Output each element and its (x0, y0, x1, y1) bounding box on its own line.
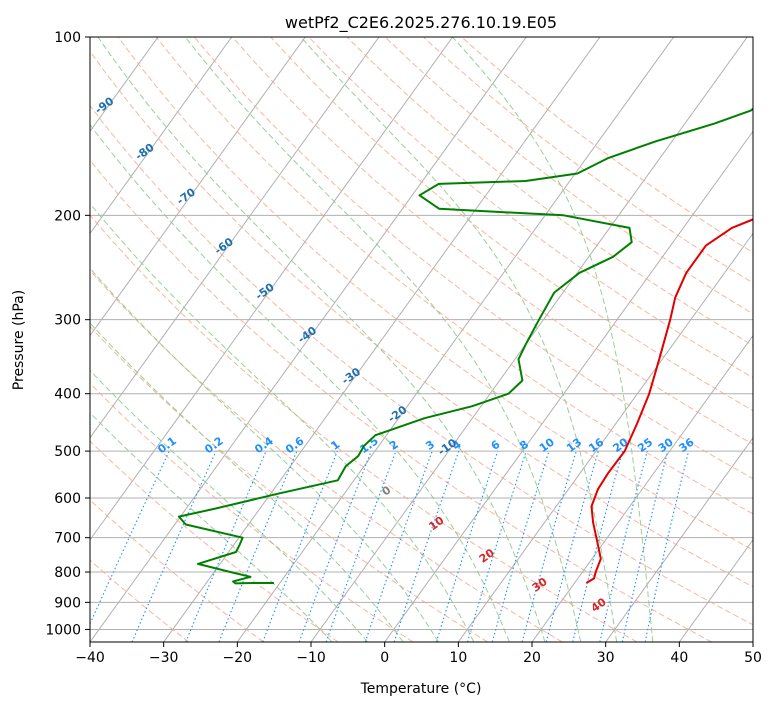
mixing-ratio-line (466, 450, 527, 642)
isotherm-line (90, 37, 233, 235)
profile-series (177, 107, 753, 585)
isotherm-line (163, 37, 601, 642)
isotherm-line (90, 37, 380, 439)
y-axis-label: Pressure (hPa) (11, 290, 27, 390)
dewpoint-profile-line (177, 107, 753, 585)
y-tick-label: 400 (54, 387, 81, 403)
dry-adiabat-line (346, 37, 753, 347)
mixing-ratio-line (364, 450, 433, 642)
mixing-ratio-line (218, 450, 298, 642)
x-axis-ticks: −40 −30 −20 −10 0 10 20 30 40 50 (75, 642, 762, 666)
moist-adiabat-line (90, 322, 404, 642)
dry-adiabat-line (423, 37, 753, 284)
plot-frame (89, 36, 754, 643)
moist-adiabat-line (97, 37, 546, 642)
dry-adiabat-line (90, 104, 753, 626)
y-tick-label: 700 (54, 531, 81, 547)
isotherm-line (90, 37, 454, 541)
dry-adiabat-line (90, 214, 638, 642)
x-tick-label: 20 (523, 650, 541, 666)
moist-adiabat-line (90, 123, 510, 642)
mixing-ratio-line (545, 450, 599, 642)
y-tick-label: 600 (54, 491, 81, 507)
y-tick-label: 100 (54, 30, 81, 46)
y-tick-label: 900 (54, 595, 81, 611)
y-axis-ticks: 100 200 300 400 500 600 700 800 900 1000 (45, 30, 90, 638)
x-tick-label: 10 (449, 650, 467, 666)
dry-adiabat-lines (90, 37, 753, 642)
x-tick-label: 40 (670, 650, 688, 666)
isotherm-line (457, 232, 753, 642)
dry-adiabat-line (155, 37, 753, 515)
isotherm-line (531, 334, 753, 642)
mixing-ratio-line (185, 450, 267, 642)
plot-area: 0.10.20.40.611.52346810131620253036-100-… (90, 37, 753, 642)
mixing-ratio-line (325, 450, 397, 642)
dry-adiabat-line (90, 50, 753, 588)
dry-adiabat-line (90, 325, 488, 642)
moist-adiabat-line (90, 412, 333, 642)
mixing-ratio-line (599, 450, 648, 642)
y-tick-label: 500 (54, 444, 81, 460)
x-tick-label: −40 (75, 650, 105, 666)
y-tick-label: 800 (54, 565, 81, 581)
y-tick-label: 1000 (45, 622, 81, 638)
x-tick-label: −30 (149, 650, 179, 666)
moist-adiabat-line (90, 369, 369, 642)
x-axis-label: Temperature (°C) (360, 681, 482, 697)
chart-title: wetPf2_C2E6.2025.276.10.19.E05 (285, 13, 557, 33)
dry-adiabat-line (90, 382, 414, 642)
mixing-ratio-line (521, 450, 577, 642)
dry-adiabat-line (117, 37, 753, 551)
mixing-ratio-line (131, 450, 217, 642)
dry-adiabat-line (461, 37, 753, 254)
x-tick-label: 30 (597, 650, 615, 666)
mixing-ratio-lines (90, 450, 690, 642)
mixing-ratio-line (621, 450, 669, 642)
x-tick-label: 50 (744, 650, 762, 666)
moist-adiabat-lines (90, 37, 654, 642)
x-tick-label: −20 (223, 650, 253, 666)
dry-adiabat-line (90, 159, 712, 642)
x-tick-label: −10 (296, 650, 326, 666)
mixing-ratio-line (393, 450, 460, 642)
mixing-ratio-line (262, 450, 339, 642)
moist-adiabat-line (452, 37, 654, 642)
isotherm-line (90, 37, 306, 337)
mixing-ratio-line (644, 450, 690, 642)
dry-adiabat-line (384, 37, 753, 315)
isobar-gridlines (90, 37, 753, 630)
isotherm-line (90, 37, 527, 642)
isotherm-line (236, 37, 675, 642)
temperature-profile-line (585, 218, 753, 584)
dry-adiabat-line (90, 499, 264, 642)
moist-adiabat-line (90, 202, 475, 642)
mixing-ratio-line (298, 450, 372, 642)
isotherm-line (384, 130, 753, 642)
isotherm-line (605, 436, 753, 642)
mixing-ratio-line (491, 450, 550, 642)
x-tick-label: 0 (380, 650, 389, 666)
isotherm-line (678, 538, 753, 642)
y-tick-label: 200 (54, 208, 81, 224)
y-tick-label: 300 (54, 313, 81, 329)
mixing-ratio-line (435, 450, 499, 642)
mixing-ratio-line (572, 450, 624, 642)
